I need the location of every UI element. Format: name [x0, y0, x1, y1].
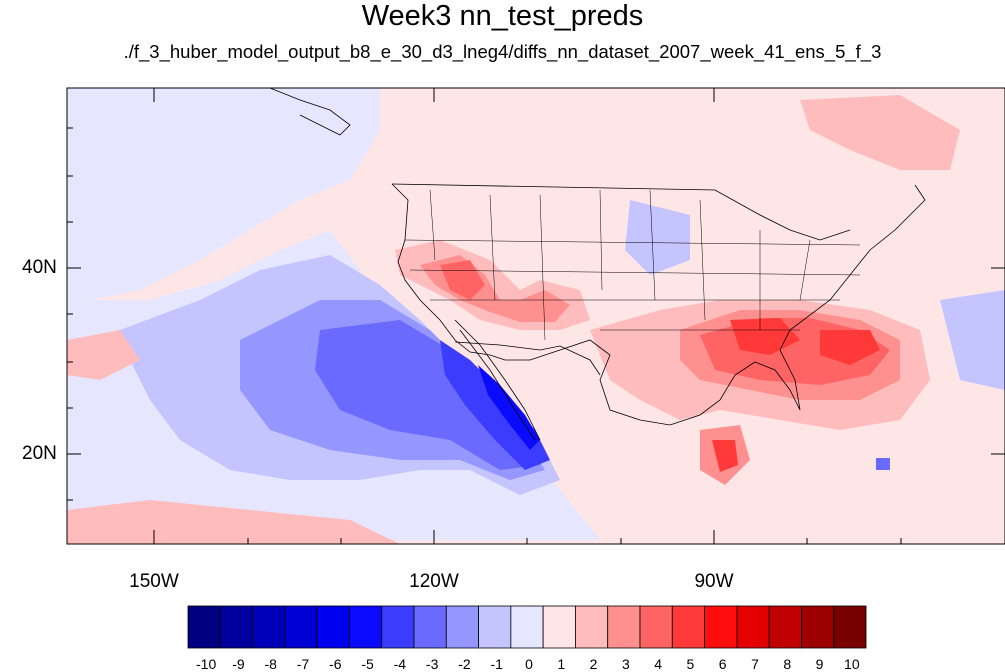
- lat-minor-ticks: [67, 127, 73, 501]
- warm-regions: [67, 95, 960, 544]
- colorbar-tick-label: -6: [329, 656, 342, 672]
- colorbar-tick-label: -9: [232, 656, 245, 672]
- colorbar-swatch: [607, 605, 641, 649]
- colorbar-tick-label: -3: [425, 656, 439, 672]
- colorbar-tick-label: 4: [654, 656, 663, 672]
- colorbar-swatch: [381, 605, 415, 649]
- colorbar-tick-label: -10: [196, 656, 217, 672]
- colorbar-swatch: [736, 605, 770, 649]
- colorbar-swatch: [187, 605, 221, 649]
- colorbar-swatch: [478, 605, 512, 649]
- plot-frame: [66, 87, 1005, 545]
- lon-label-90w: 90W: [694, 571, 734, 592]
- colorbar-tick-label: -1: [490, 656, 503, 672]
- east-atlantic-cold-spot: [876, 458, 890, 470]
- colorbar-swatch: [252, 605, 286, 649]
- lat-label-40n: 40N: [22, 257, 57, 278]
- north-atlantic-warm-region: [800, 95, 960, 170]
- hawaii-area-warm-region: [67, 330, 140, 380]
- us-mexico-border: [454, 341, 601, 376]
- colorbar-tick-label: -8: [264, 656, 277, 672]
- map-field: [67, 88, 1005, 544]
- baja-california: [454, 319, 541, 441]
- upper-midwest-cool-region: [625, 200, 690, 275]
- colorbar-swatch: [413, 605, 447, 649]
- colorbar-swatch: [704, 605, 738, 649]
- colorbar-tick-label: -7: [296, 656, 310, 672]
- colorbar-swatch: [671, 605, 705, 649]
- colorbar-tick-label: 6: [718, 656, 727, 672]
- colorbar-tick-label: -2: [458, 656, 471, 672]
- colorbar-swatch: [542, 605, 576, 649]
- colorbar-swatch: [768, 605, 802, 649]
- colorbar-swatch: [445, 605, 479, 649]
- lon-major-ticks: [153, 88, 715, 544]
- colorbar-tick-label: 8: [783, 656, 792, 672]
- colorbar-swatch: [510, 605, 544, 649]
- colorbar-swatch: [349, 605, 383, 649]
- colorbar-swatch: [575, 605, 609, 649]
- colorbar-tick-label: 3: [621, 656, 630, 672]
- colorbar-tick-label: 7: [751, 656, 759, 672]
- coastlines-and-borders: [269, 88, 926, 441]
- colorbar-swatch: [316, 605, 350, 649]
- colorbar-tick-label: -4: [393, 656, 407, 672]
- lat-major-ticks: [67, 267, 1005, 455]
- colorbar-swatch: [801, 605, 835, 649]
- lon-minor-ticks: [247, 538, 902, 544]
- colorbar-tick-label: 10: [844, 656, 860, 672]
- axis-ticks: [67, 88, 1005, 544]
- colorbar-swatch: [639, 605, 673, 649]
- caribbean-warm-spot: [712, 440, 738, 472]
- colorbar-tick-label: 1: [557, 656, 566, 672]
- colorbar-tick-label: 9: [815, 656, 824, 672]
- colorbar-tick-label: 5: [686, 656, 695, 672]
- tropical-pacific-warm-region: [67, 500, 400, 544]
- alaska-coastline: [269, 88, 351, 136]
- lon-label-120w: 120W: [409, 571, 459, 592]
- colorbar-swatch: [833, 605, 867, 649]
- colorbar-tick-label: 2: [589, 656, 598, 672]
- cool-regions: [67, 88, 1005, 540]
- atlantic-warm-core: [820, 330, 880, 365]
- colorbar-tick-label: -5: [361, 656, 374, 672]
- chart-subtitle: ./f_3_huber_model_output_b8_e_30_d3_lneg…: [123, 41, 882, 62]
- southwest-warm-core: [440, 260, 485, 300]
- state-lines-horizontal: [404, 239, 861, 331]
- chart-title: Week3 nn_test_preds: [361, 0, 644, 32]
- north-pacific-cool-region: [67, 88, 380, 300]
- baja-plume-outer: [315, 320, 540, 470]
- state-lines-vertical: [429, 189, 811, 341]
- lon-label-150w: 150W: [129, 571, 179, 592]
- north-america-coastline: [391, 183, 926, 426]
- atlantic-cool-region: [940, 290, 1005, 390]
- state-borders: [404, 189, 861, 341]
- baja-plume-max: [478, 365, 540, 450]
- colorbar-tick-label: 0: [525, 656, 533, 672]
- us-canada-border: [391, 183, 851, 241]
- lat-label-20n: 20N: [22, 443, 57, 464]
- colorbar-swatch: [284, 605, 318, 649]
- colorbar-swatch: [219, 605, 253, 649]
